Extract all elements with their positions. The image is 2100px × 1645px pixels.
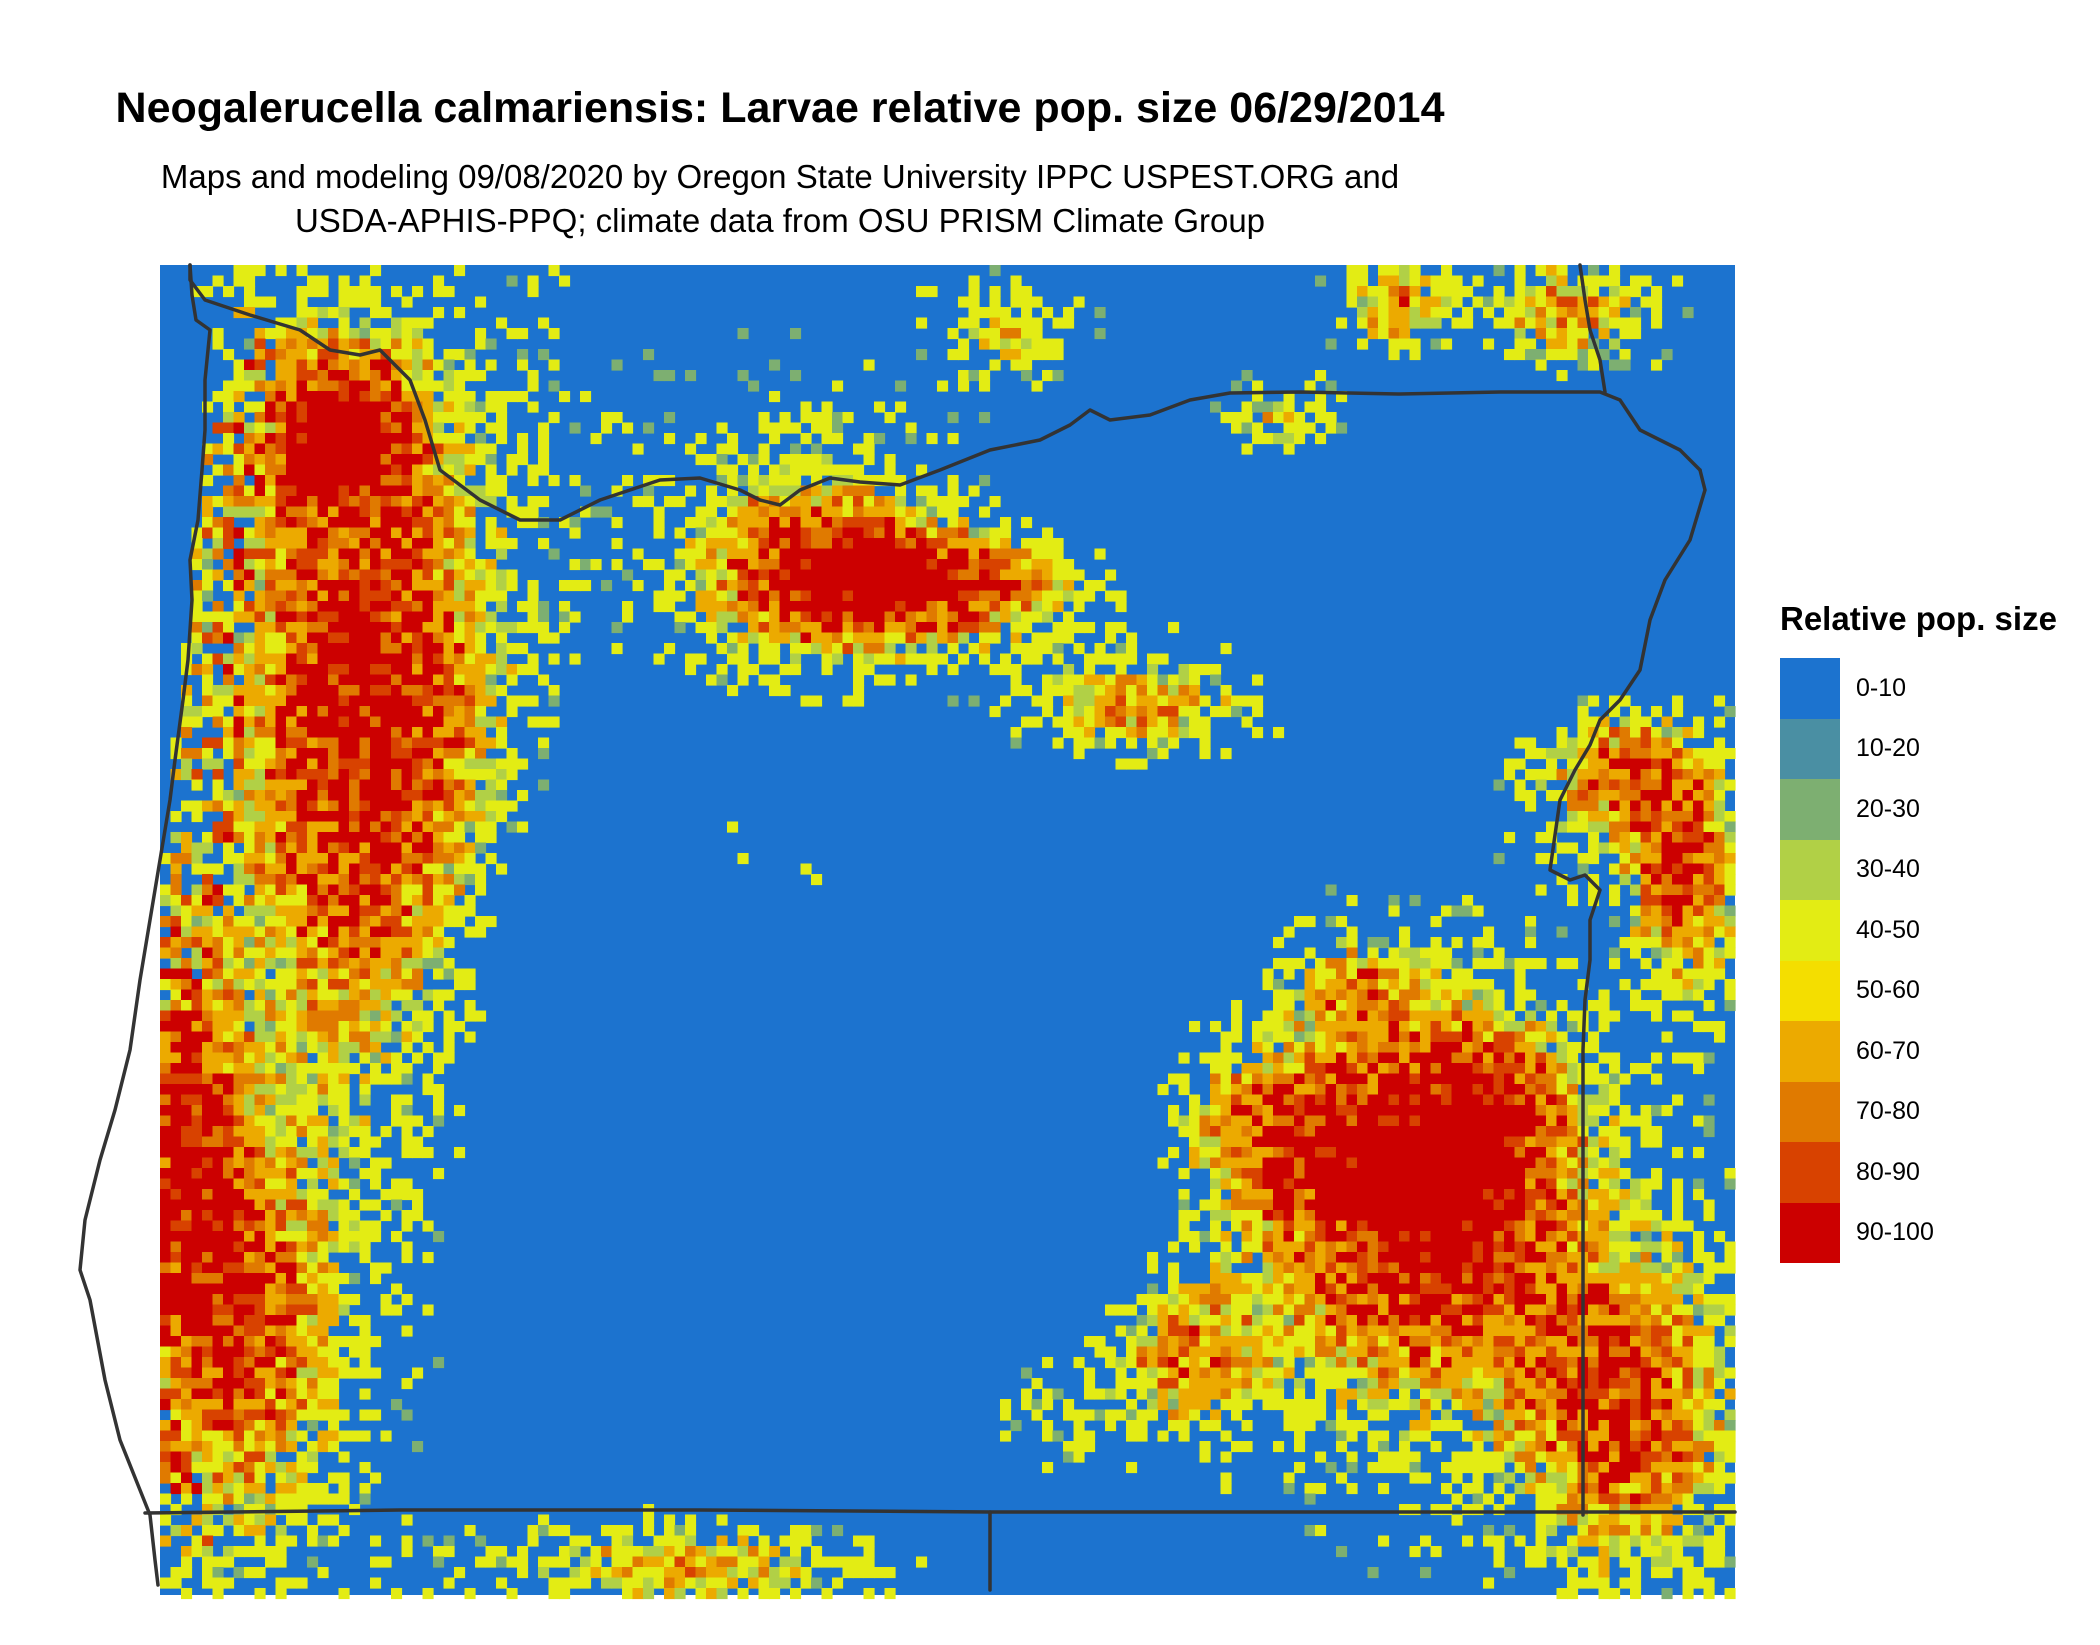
map-subtitle: Maps and modeling 09/08/2020 by Oregon S…	[0, 155, 1560, 243]
legend-swatch	[1780, 1021, 1840, 1082]
legend-swatch	[1780, 1142, 1840, 1203]
legend-item: 50-60	[1780, 960, 2080, 1021]
legend-item: 80-90	[1780, 1142, 2080, 1203]
legend-label: 20-30	[1856, 794, 1920, 823]
legend-label: 10-20	[1856, 734, 1920, 763]
legend-label: 0-10	[1856, 673, 1907, 702]
map-title: Neogalerucella calmariensis: Larvae rela…	[115, 84, 1445, 132]
legend-swatch	[1780, 779, 1840, 840]
subtitle-line-1: Maps and modeling 09/08/2020 by Oregon S…	[160, 158, 1400, 195]
legend-swatch	[1780, 658, 1840, 719]
legend-label: 40-50	[1856, 915, 1920, 944]
legend-item: 70-80	[1780, 1081, 2080, 1142]
legend-label: 90-100	[1856, 1218, 1934, 1247]
coastline	[78, 263, 212, 1587]
subtitle-line-2: USDA-APHIS-PPQ; climate data from OSU PR…	[294, 202, 1266, 239]
map-raster	[160, 265, 1736, 1600]
legend-swatch	[1780, 1081, 1840, 1142]
legend-label: 80-90	[1856, 1157, 1920, 1186]
legend-label: 70-80	[1856, 1097, 1920, 1126]
legend-title: Relative pop. size	[1780, 600, 2057, 637]
legend-swatch	[1780, 960, 1840, 1021]
legend-swatch	[1780, 1202, 1840, 1263]
washington-idaho-line	[1578, 263, 1607, 394]
legend-label: 30-40	[1856, 855, 1920, 884]
legend-label: 60-70	[1856, 1036, 1920, 1065]
legend-item: 30-40	[1780, 839, 2080, 900]
legend-swatch	[1780, 900, 1840, 961]
legend-item: 0-10	[1780, 658, 2080, 719]
legend-items: 0-10 10-20 20-30 30-40 40-50 50-60 60-70 70-80 8…	[1780, 658, 2080, 1263]
legend-item: 40-50	[1780, 900, 2080, 961]
legend-item: 90-100	[1780, 1202, 2080, 1263]
state-boundaries	[78, 263, 1737, 1592]
legend-swatch	[1780, 718, 1840, 779]
legend: Relative pop. size 0-10 10-20 20-30 30-40 40…	[1780, 600, 2080, 1263]
legend-label: 50-60	[1856, 976, 1920, 1005]
legend-item: 10-20	[1780, 718, 2080, 779]
snake-river-boundary	[1548, 468, 1707, 1517]
columbia-river-boundary	[188, 263, 1702, 522]
legend-item: 20-30	[1780, 779, 2080, 840]
legend-item: 60-70	[1780, 1021, 2080, 1082]
legend-swatch	[1780, 839, 1840, 900]
